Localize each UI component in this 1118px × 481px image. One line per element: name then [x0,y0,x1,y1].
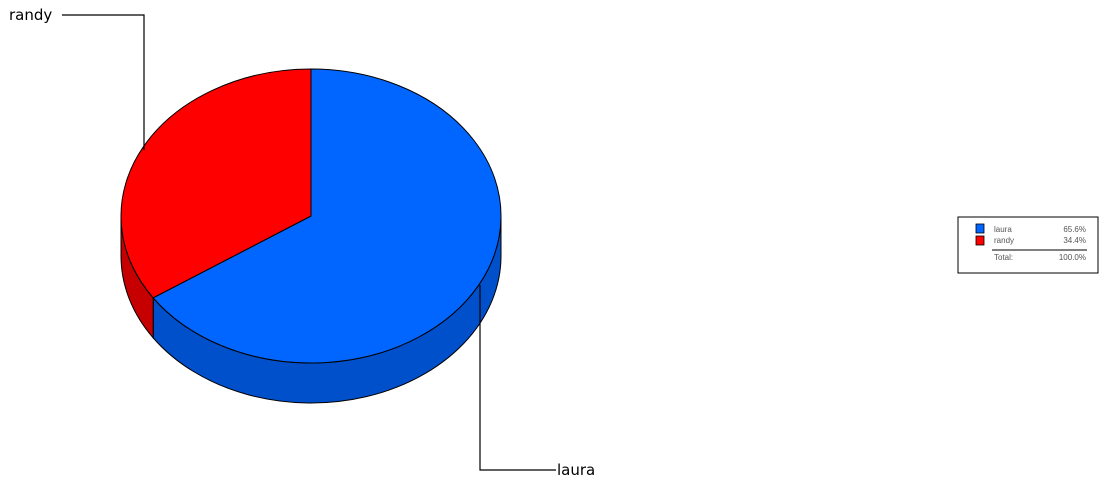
legend-item-laura: laura 65.6% [975,223,1086,234]
pie-slice-randy [120,68,312,299]
legend: laura 65.6% randy 34.4% Total: 100.0% [957,216,1099,274]
legend-label-randy: randy [994,236,1014,245]
callout-label-randy: randy [9,6,52,24]
legend-item-randy: randy 34.4% [975,235,1086,246]
callout-line-laura [479,285,556,471]
legend-swatch-randy [975,235,985,246]
legend-value-laura: 65.6% [1063,225,1086,234]
legend-swatch-laura [975,223,985,234]
legend-label-laura: laura [994,225,1012,234]
callout-randy: randy [9,6,145,150]
legend-value-randy: 34.4% [1063,236,1086,245]
pie-layer [120,68,502,404]
callout-laura: laura [479,285,595,479]
pie-slice-laura [152,68,502,364]
callout-label-laura: laura [557,461,595,479]
legend-total-label: Total: [994,253,1013,262]
callout-line-randy [62,14,145,150]
legend-total-value: 100.0% [1059,253,1086,262]
